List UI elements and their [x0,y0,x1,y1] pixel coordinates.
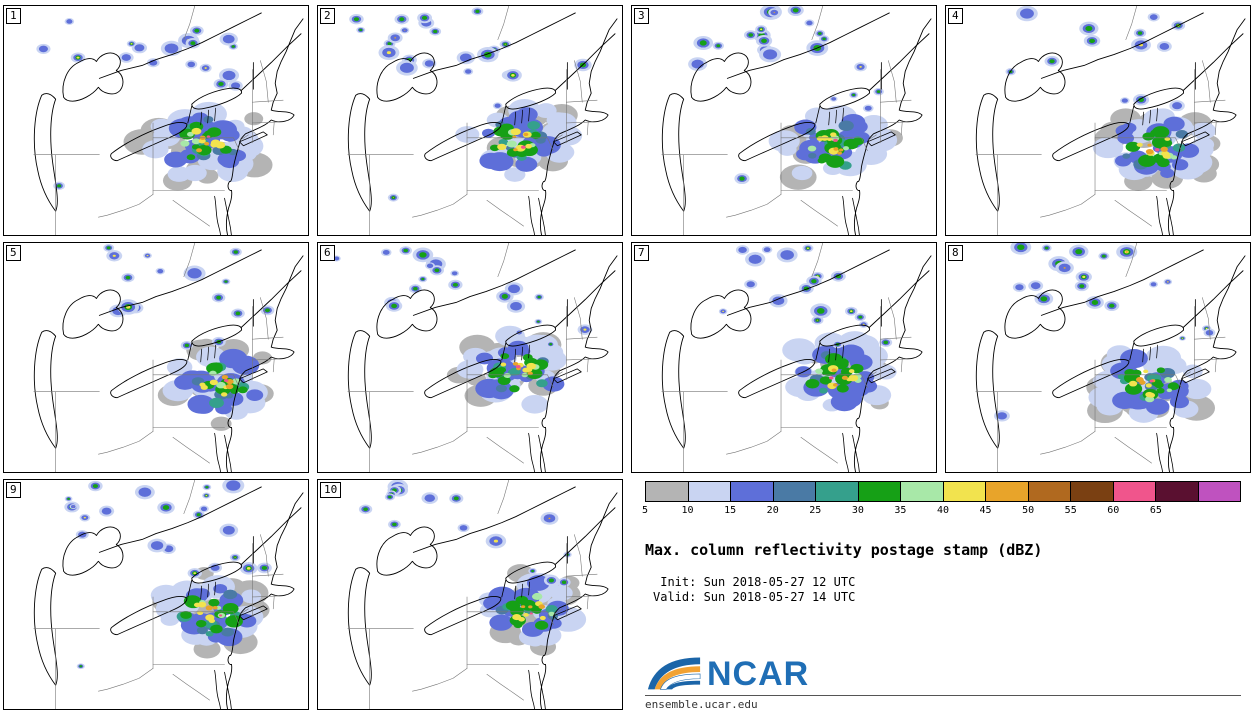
forecast-panel: 4 [945,5,1251,236]
panel-number-label: 10 [320,482,342,498]
forecast-panel: 3 [631,5,937,236]
ncar-wordmark: NCAR [707,655,810,693]
panel-number-label: 1 [6,8,21,24]
colorbar-tick-label: 25 [809,505,822,516]
colorbar-segment [646,482,688,501]
colorbar-tick-label: 55 [1064,505,1077,516]
colorbar-tick-label: 60 [1107,505,1120,516]
panel-number-label: 3 [634,8,649,24]
colorbar-tick-label: 65 [1149,505,1162,516]
colorbar-tick-label: 30 [851,505,864,516]
forecast-panel: 8 [945,242,1251,473]
legend-block: 5 10 15 20 25 30 35 40 45 50 55 60 65 Max. column re… [641,481,1241,605]
panel-number-label: 6 [320,245,335,261]
colorbar-segment [900,482,943,501]
colorbar-segment [687,482,730,501]
colorbar-tick-label: 5 [641,505,649,516]
colorbar-tick-label: 10 [681,505,694,516]
panel-number-label: 9 [6,482,21,498]
colorbar-segment [1197,482,1240,501]
brand-divider [645,695,1241,696]
branding-block: NCAR ensemble.ucar.edu [645,650,1241,711]
plot-title: Max. column reflectivity postage stamp (… [645,541,1043,559]
colorbar-segment [815,482,858,501]
panel-number-label: 2 [320,8,335,24]
panel-number-label: 8 [948,245,963,261]
colorbar-segment [942,482,985,501]
colorbar-tick-label: 40 [936,505,950,516]
forecast-panel: 9 [3,479,309,710]
forecast-panel: 7 [631,242,937,473]
colorbar-segment [1112,482,1155,501]
colorbar-segment [1027,482,1070,501]
colorbar-segment [772,482,815,501]
colorbar-segment [1070,482,1113,501]
valid-time-label: Valid: Sun 2018-05-27 14 UTC [653,590,856,604]
forecast-panel: 10 [317,479,623,710]
colorbar-tick-label: 20 [766,505,779,516]
colorbar-segment [985,482,1028,501]
colorbar-tick-label: 45 [979,505,992,516]
colorbar-segment [857,482,900,501]
ensemble-url: ensemble.ucar.edu [645,698,758,711]
init-time-label: Init: Sun 2018-05-27 12 UTC [653,575,856,589]
panel-number-label: 4 [948,8,963,24]
forecast-panel: 1 [3,5,309,236]
colorbar-tick-label: 35 [894,505,907,516]
forecast-panel: 6 [317,242,623,473]
colorbar-tick-labels: 5 10 15 20 25 30 35 40 45 50 55 60 65 [641,505,1241,519]
forecast-panel: 2 [317,5,623,236]
panel-number-label: 7 [634,245,649,261]
reflectivity-colorbar [645,481,1241,502]
colorbar-tick-label: 15 [724,505,737,516]
ncar-logo-icon [647,657,701,690]
colorbar-segment [1155,482,1198,501]
forecast-panel: 5 [3,242,309,473]
panel-number-label: 5 [6,245,21,261]
colorbar-segment [730,482,773,501]
colorbar-tick-label: 50 [1022,505,1035,516]
